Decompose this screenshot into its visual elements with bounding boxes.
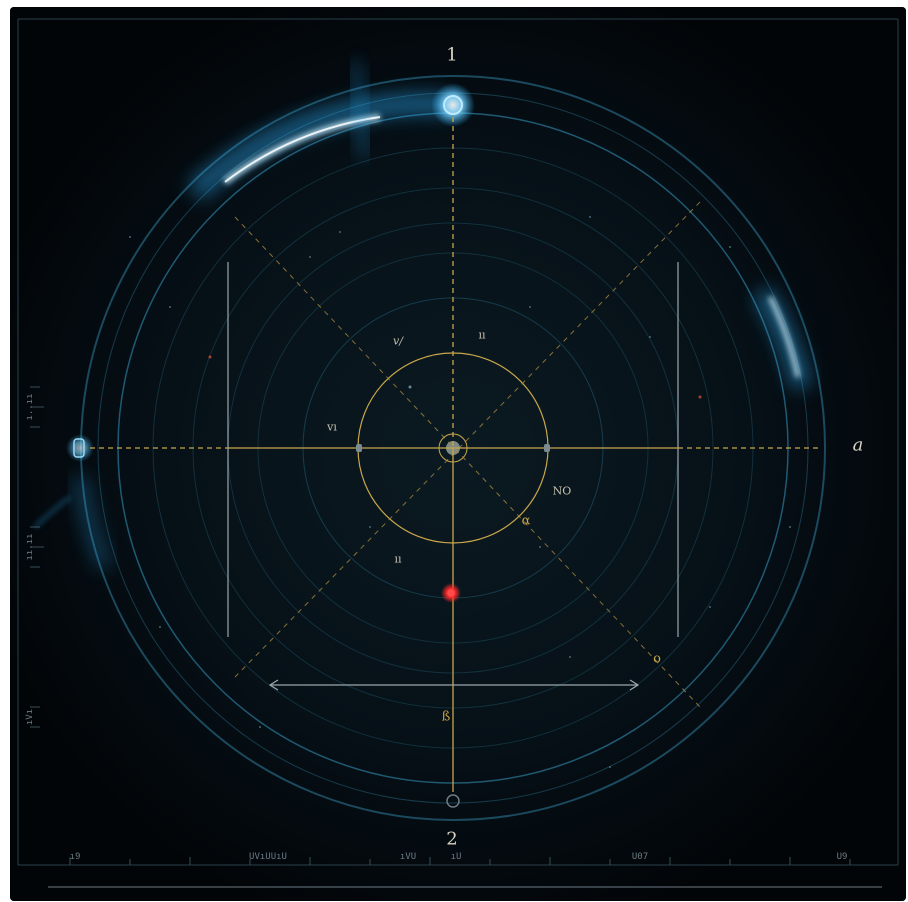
star-field (129, 216, 791, 768)
crosshair (90, 117, 820, 792)
scale-label-left: ı9 (69, 852, 81, 862)
frame-lines (17, 18, 899, 888)
label-left-inner: vı (327, 420, 337, 434)
left-beacon (66, 434, 94, 462)
bottom-beacon (446, 794, 460, 808)
crosshair-markers (356, 444, 550, 452)
glow-arc-top-left (187, 61, 451, 201)
bottom-scale (69, 857, 851, 865)
label-right-inner: NO (552, 484, 572, 498)
label-top: 1 (446, 44, 458, 66)
scale-label-center-left: UVıUUıU (249, 852, 287, 862)
scale-label-center: ıVU (399, 852, 417, 862)
radar-scope (10, 7, 906, 901)
glow-arc-left (33, 475, 112, 570)
label-upper-right-inner: ıı (478, 328, 486, 342)
left-scale-label-lower: ıı.ıı (25, 533, 35, 561)
scale-label-right: U9 (836, 852, 848, 862)
left-scale-label-upper: ı..ıı (25, 393, 35, 421)
label-right: a (852, 434, 864, 456)
scale-label-center-mid: ıU (450, 852, 462, 862)
label-below-arrow: ß (441, 709, 451, 725)
left-scale-label-bottom: ıVı (25, 708, 35, 726)
side-lines (227, 262, 679, 637)
label-lower-left-inner: ıı (394, 552, 402, 566)
scale-label-center-right: U07 (631, 852, 649, 862)
top-beacon (431, 83, 475, 127)
range-arrow (268, 679, 640, 691)
glow-arc-right (753, 286, 812, 390)
radar-display: 1 2 a v/ ıı vı ıı NO α o ß ı9 UVıUUıU ıV… (10, 7, 906, 901)
diagonal-lines (234, 201, 701, 708)
red-target (441, 583, 461, 603)
scope-background (10, 7, 906, 901)
label-lower-right: o (653, 651, 661, 667)
label-alpha: α (521, 513, 531, 529)
label-bottom: 2 (446, 828, 458, 850)
label-upper-left-inner: v/ (393, 334, 403, 348)
